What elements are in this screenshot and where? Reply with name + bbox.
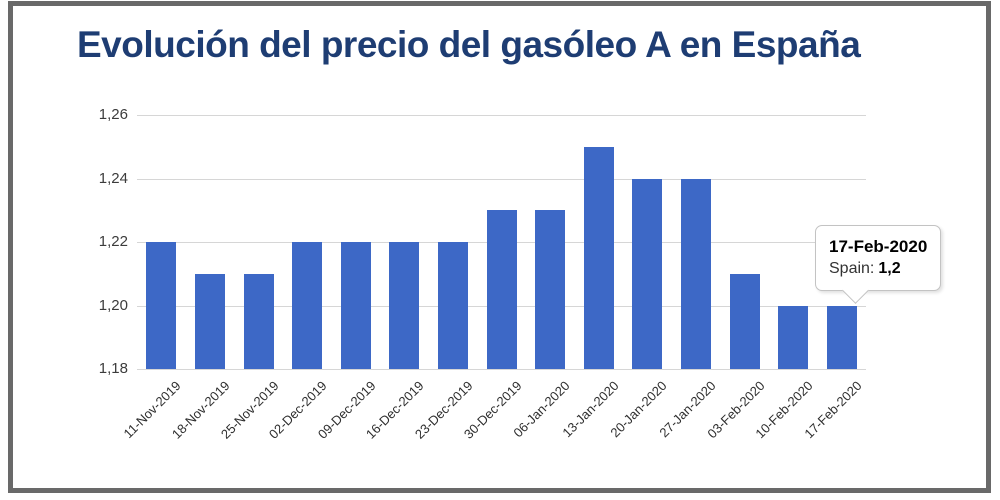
tooltip-date: 17-Feb-2020 <box>829 237 928 256</box>
gridline <box>137 178 866 180</box>
bar[interactable] <box>778 305 809 369</box>
y-axis-tick-label: 1,20 <box>98 296 128 314</box>
bar[interactable] <box>680 178 711 369</box>
bar[interactable] <box>583 146 614 370</box>
bar[interactable] <box>632 178 663 369</box>
bar[interactable] <box>486 210 517 370</box>
tooltip-value-line: Spain: 1,2 <box>829 258 927 280</box>
chart-title: Evolución del precio del gasóleo A en Es… <box>77 24 861 65</box>
bar[interactable] <box>437 242 468 369</box>
bar[interactable] <box>826 305 857 369</box>
y-axis-tick-label: 1,24 <box>98 169 128 187</box>
bar[interactable] <box>194 273 225 370</box>
tooltip-series-label: Spain: <box>829 260 875 277</box>
tooltip-value: 1,2 <box>878 260 901 277</box>
tooltip: 17-Feb-2020 Spain: 1,2 <box>815 225 942 304</box>
bar[interactable] <box>146 242 177 369</box>
bar[interactable] <box>389 242 420 369</box>
bar[interactable] <box>729 273 760 370</box>
y-axis-tick-label: 1,26 <box>98 106 128 123</box>
gridline <box>137 115 866 116</box>
gridline <box>137 369 866 370</box>
bar[interactable] <box>535 210 566 370</box>
y-axis-tick-label: 1,18 <box>98 360 128 377</box>
y-axis-tick-label: 1,22 <box>98 233 128 250</box>
bar[interactable] <box>243 273 274 370</box>
bar[interactable] <box>292 242 323 369</box>
bar[interactable] <box>340 242 371 369</box>
